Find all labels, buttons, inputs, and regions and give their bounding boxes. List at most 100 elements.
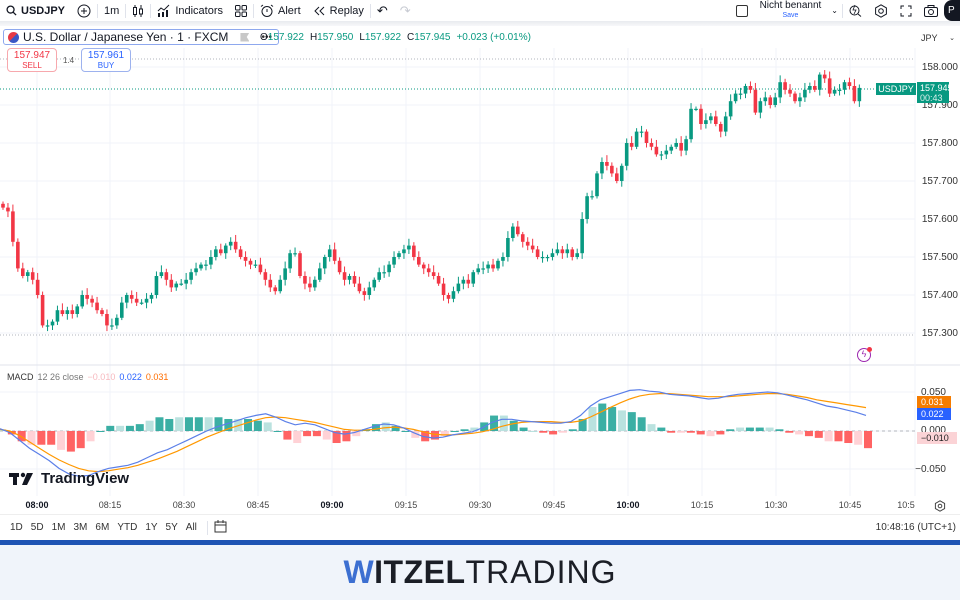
replay-button[interactable]: Replay [307, 0, 370, 21]
macd-name: MACD [7, 372, 34, 382]
low-value: L157.922 [359, 32, 402, 43]
avatar-initial: P [948, 5, 955, 16]
range-1y[interactable]: 1Y [145, 522, 158, 533]
time-axis-settings-button[interactable] [934, 499, 946, 517]
last-price-tag: 157.945 00:43 [917, 82, 953, 103]
indicators-icon [157, 4, 170, 17]
time-tick: 10:00 [616, 500, 640, 510]
divider [125, 3, 127, 18]
quick-search-button[interactable] [843, 0, 868, 21]
divider [97, 3, 99, 18]
range-ytd[interactable]: YTD [117, 522, 138, 533]
symbol-search-button[interactable]: USDJPY [0, 0, 71, 21]
time-tick: 09:30 [468, 500, 492, 510]
time-tick: 10:15 [690, 500, 714, 510]
range-6m[interactable]: 6M [95, 522, 110, 533]
range-3m[interactable]: 3M [73, 522, 88, 533]
candles-icon [133, 4, 144, 17]
layout-name: Nicht benannt [759, 0, 822, 11]
layouts-button[interactable] [229, 0, 253, 21]
goto-date-button[interactable] [214, 519, 227, 536]
witzel-trading-banner: W ITZEL TRADING [0, 545, 960, 600]
bar-countdown: 00:43 [920, 93, 943, 103]
range-5y[interactable]: 5Y [165, 522, 178, 533]
compare-add-button[interactable] [71, 0, 97, 21]
macd-histogram-value: −0.010 [87, 372, 116, 382]
symbol-label: USDJPY [21, 4, 66, 17]
chart-canvas[interactable] [0, 26, 960, 514]
change-value: +0.023 (+0.01%) [456, 32, 531, 43]
redo-button[interactable]: ↷ [394, 0, 417, 21]
buy-label: BUY [97, 61, 115, 70]
save-link[interactable]: Save [782, 12, 799, 19]
range-1d[interactable]: 1D [10, 522, 23, 533]
indicators-button[interactable]: Indicators [151, 0, 229, 21]
clock-timezone[interactable]: 10:48:16 (UTC+1) [875, 522, 956, 533]
logo-w: W [343, 554, 375, 590]
screenshot-button[interactable] [918, 0, 944, 21]
sell-button[interactable]: 157.947 SELL [7, 48, 57, 72]
price-tick: 157.900 [921, 100, 958, 111]
layout-checkbox[interactable] [730, 0, 754, 21]
macd-legend[interactable]: MACD 12 26 close −0.010 0.022 0.031 [7, 372, 168, 382]
divider [253, 3, 255, 18]
macd-signal-value: 0.031 [145, 372, 169, 382]
time-tick: 08:30 [172, 500, 196, 510]
alert-button[interactable]: Alert [254, 0, 307, 21]
tradingview-logo-icon [9, 472, 33, 485]
price-tick: 157.300 [921, 328, 958, 339]
chart-pane[interactable] [0, 26, 960, 514]
price-tick: 157.400 [921, 290, 958, 301]
rewind-icon [313, 6, 324, 15]
ohlc-values: O157.922 H157.950 L157.922 C157.945 +0.0… [260, 32, 531, 43]
time-tick: 10:45 [838, 500, 862, 510]
more-icon[interactable]: ••• [261, 31, 272, 43]
time-tick: 10:5 [897, 500, 915, 510]
lightning-alert-icon[interactable]: ϟ [857, 347, 872, 362]
open-value: O157.922 [260, 32, 304, 43]
range-all[interactable]: All [185, 522, 197, 533]
chart-type-button[interactable] [126, 0, 150, 21]
tradingview-label: TradingView [41, 470, 130, 487]
divider [206, 520, 208, 535]
time-tick: 08:45 [246, 500, 270, 510]
avatar[interactable]: P [944, 0, 960, 21]
buy-button[interactable]: 157.961 BUY [81, 48, 131, 72]
symbol-legend[interactable]: U.S. Dollar / Japanese Yen · 1 · FXCM ••… [3, 29, 279, 45]
range-5d[interactable]: 5D [30, 522, 44, 533]
us-jp-flag-icon [8, 31, 19, 43]
undo-button[interactable]: ↶ [371, 0, 394, 21]
price-tick: 157.500 [921, 252, 958, 263]
range-1m[interactable]: 1M [51, 522, 66, 533]
calendar-icon [214, 519, 227, 532]
quick-search-icon [849, 4, 862, 17]
tradingview-logo[interactable]: TradingView [9, 470, 129, 487]
layout-name-button[interactable]: Nicht benannt Save [754, 0, 828, 21]
fullscreen-button[interactable] [894, 0, 918, 21]
indicators-label: Indicators [175, 4, 224, 17]
settings-button[interactable] [868, 0, 894, 21]
time-tick: 09:45 [542, 500, 566, 510]
chevron-down-icon: ⌄ [949, 35, 955, 42]
sell-price: 157.947 [13, 50, 51, 61]
time-tick: 08:00 [25, 500, 49, 510]
price-tick: 157.700 [921, 176, 958, 187]
layout-dropdown[interactable]: ⌄ [827, 0, 842, 21]
interval-button[interactable]: 1m [98, 0, 125, 21]
alarm-clock-icon [260, 4, 274, 17]
replay-label: Replay [329, 4, 364, 17]
fullscreen-icon [900, 5, 912, 16]
symbol-price-tag: USDJPY [876, 83, 916, 95]
top-toolbar: USDJPY 1m Indicators Alert Replay ↶ ↷ Ni… [0, 0, 960, 21]
high-value: H157.950 [309, 32, 354, 43]
undo-icon: ↶ [376, 2, 388, 18]
currency-selector[interactable]: JPY ⌄ [918, 30, 958, 46]
flag-marker-icon[interactable] [240, 32, 250, 42]
bottom-toolbar: 1D 5D 1M 3M 6M YTD 1Y 5Y All 10:48:16 (U… [0, 514, 960, 540]
time-tick: 08:15 [98, 500, 122, 510]
notification-dot [867, 347, 872, 352]
plus-circle-icon [77, 4, 91, 17]
histogram-value-tag: −0.010 [917, 432, 957, 444]
macd-tick: −0.050 [915, 464, 946, 475]
time-axis[interactable]: 08:00 08:15 08:30 08:45 09:00 09:15 09:30 09:45… [0, 497, 960, 513]
